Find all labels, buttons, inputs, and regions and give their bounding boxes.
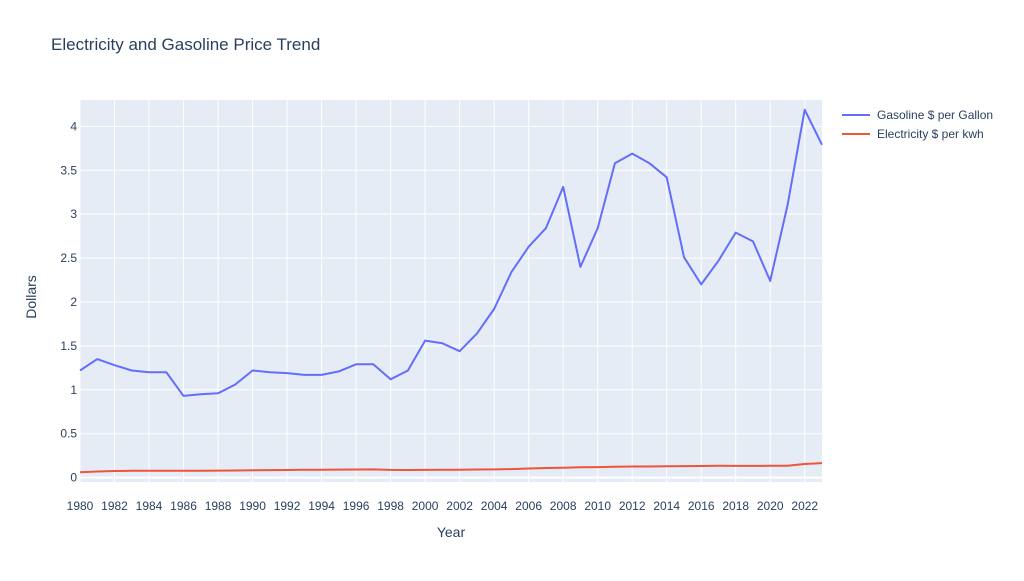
x-tick-label: 1990 <box>239 499 266 513</box>
x-tick-label: 1998 <box>377 499 404 513</box>
x-tick-label: 1992 <box>274 499 301 513</box>
x-tick-label: 1986 <box>170 499 197 513</box>
x-tick-label: 2008 <box>550 499 577 513</box>
y-tick-label: 1 <box>70 383 77 397</box>
grid-lines <box>79 100 822 482</box>
chart-title: Electricity and Gasoline Price Trend <box>51 35 320 54</box>
x-tick-label: 2012 <box>619 499 646 513</box>
x-tick-label: 2018 <box>722 499 749 513</box>
series-lines <box>79 108 823 474</box>
x-tick-label: 2010 <box>584 499 611 513</box>
y-tick-label: 4 <box>70 119 77 133</box>
legend-label-gasoline: Gasoline $ per Gallon <box>877 108 993 122</box>
gasoline-series-line <box>79 108 823 397</box>
y-tick-label: 3 <box>70 207 77 221</box>
x-tick-label: 1980 <box>67 499 94 513</box>
x-tick-label: 2016 <box>688 499 715 513</box>
x-tick-label: 2006 <box>515 499 542 513</box>
y-tick-label: 0.5 <box>60 427 77 441</box>
x-tick-label: 1996 <box>343 499 370 513</box>
x-tick-label: 2022 <box>791 499 818 513</box>
plot-area <box>80 100 822 482</box>
x-tick-label: 1988 <box>205 499 232 513</box>
y-axis-ticks: 0 0.5 1 1.5 2 2.5 3 3.5 4 <box>60 119 77 484</box>
y-tick-label: 1.5 <box>60 339 77 353</box>
y-axis-label: Dollars <box>23 275 39 319</box>
x-tick-label: 2000 <box>412 499 439 513</box>
x-tick-label: 2020 <box>757 499 784 513</box>
x-tick-label: 1994 <box>308 499 335 513</box>
electricity-series-line <box>79 462 823 474</box>
legend-label-electricity: Electricity $ per kwh <box>877 127 984 141</box>
x-tick-label: 2004 <box>481 499 508 513</box>
x-axis-label: Year <box>437 524 466 540</box>
y-tick-label: 2 <box>70 295 77 309</box>
x-tick-label: 1982 <box>101 499 128 513</box>
y-tick-label: 2.5 <box>60 251 77 265</box>
x-tick-label: 2014 <box>653 499 680 513</box>
legend: Gasoline $ per Gallon Electricity $ per k… <box>842 108 993 141</box>
y-tick-label: 3.5 <box>60 163 77 177</box>
x-tick-label: 2002 <box>446 499 473 513</box>
y-tick-label: 0 <box>70 471 77 485</box>
x-tick-label: 1984 <box>136 499 163 513</box>
x-axis-ticks: 1980 1982 1984 1986 1988 1990 1992 1994 1996 1998… <box>67 499 819 513</box>
